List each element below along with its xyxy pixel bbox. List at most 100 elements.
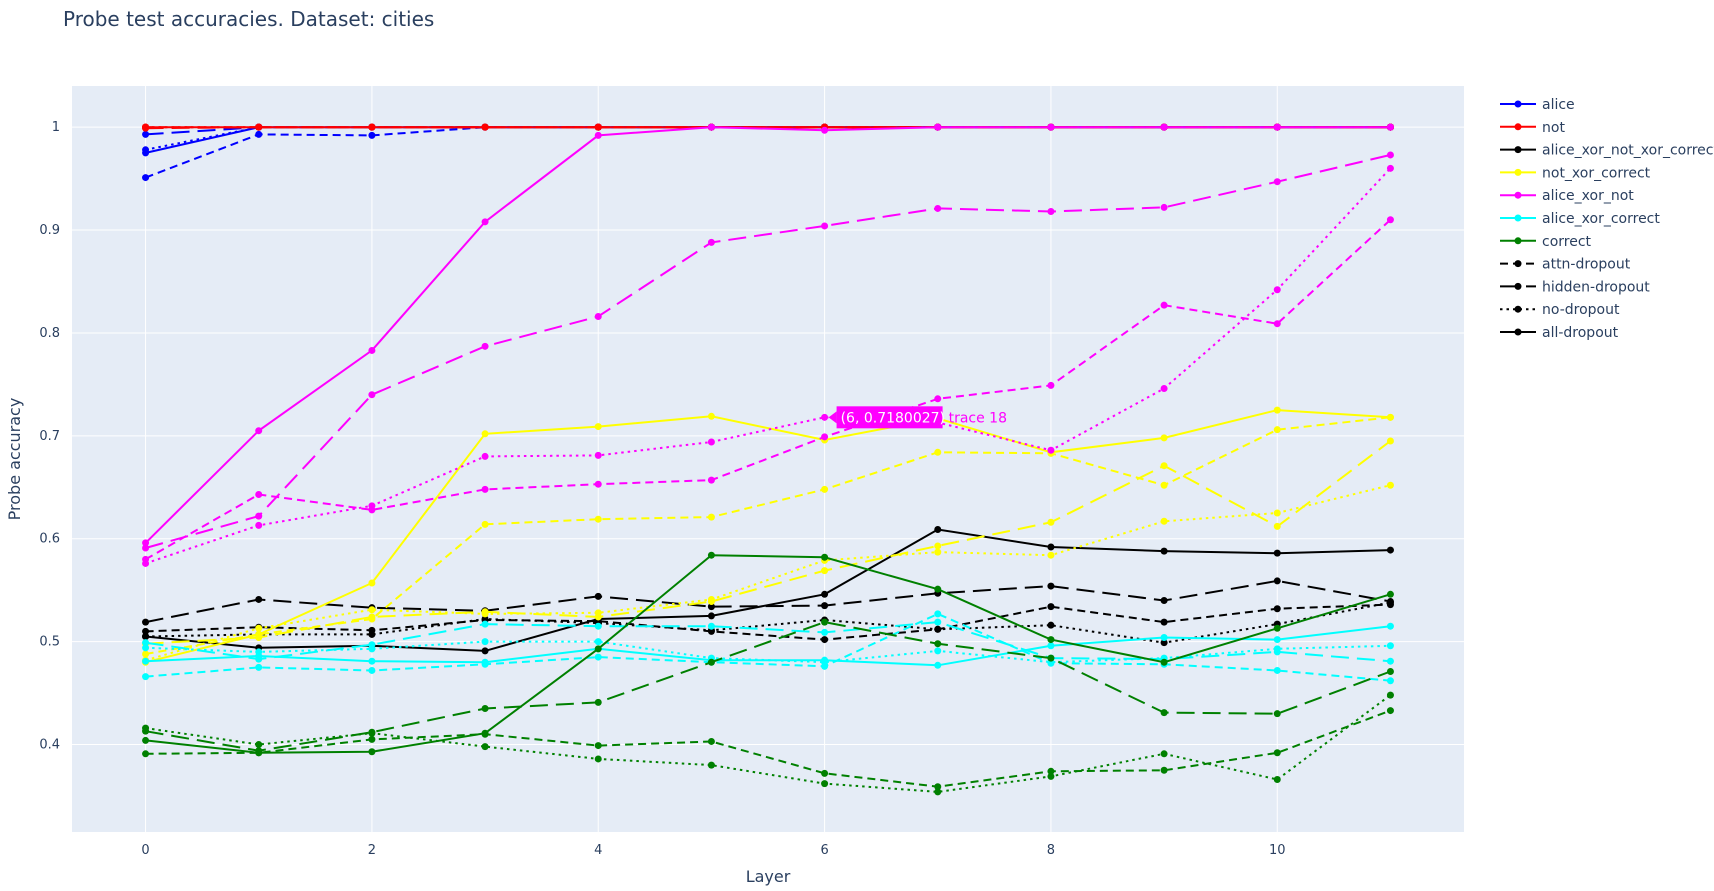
data-point[interactable] [1386,642,1394,650]
data-point[interactable] [142,123,150,131]
data-point[interactable] [594,638,602,646]
data-point[interactable] [368,579,376,587]
data-point[interactable] [934,640,942,648]
data-point[interactable] [594,742,602,750]
data-point[interactable] [1047,772,1055,780]
data-point[interactable] [142,639,150,647]
data-point[interactable] [1273,406,1281,414]
data-point[interactable] [821,126,829,134]
legend-item[interactable]: not [1500,120,1565,136]
data-point[interactable] [1160,385,1168,393]
data-point[interactable] [707,123,715,131]
data-point[interactable] [934,585,942,593]
data-point[interactable] [142,539,150,547]
data-point[interactable] [594,451,602,459]
legend-item[interactable]: no-dropout [1500,302,1620,318]
data-point[interactable] [821,590,829,598]
data-point[interactable] [821,780,829,788]
data-point[interactable] [142,174,150,182]
data-point[interactable] [481,610,489,618]
data-point[interactable] [1160,658,1168,666]
data-point[interactable] [594,123,602,131]
data-point[interactable] [368,391,376,399]
data-point[interactable] [934,618,942,626]
data-point[interactable] [368,502,376,510]
data-point[interactable] [594,755,602,763]
data-point[interactable] [481,485,489,493]
data-point[interactable] [1386,667,1394,675]
data-point[interactable] [142,632,150,640]
series-alice_xor_correct-solid[interactable] [142,622,1394,669]
legend[interactable]: alice not alice_xor_not_xor_correct not_xor… [1500,97,1714,341]
legend-item[interactable]: attn-dropout [1500,257,1631,273]
data-point[interactable] [1273,522,1281,530]
series-lines[interactable] [142,123,1394,796]
legend-item[interactable]: alice_xor_correct [1500,211,1660,227]
series-line[interactable] [145,440,1392,645]
data-point[interactable] [1160,618,1168,626]
data-point[interactable] [481,430,489,438]
data-point[interactable] [481,705,489,713]
data-point[interactable] [934,548,942,556]
data-point[interactable] [1273,178,1281,186]
series-alice_xor_not-dash[interactable] [142,216,1394,563]
series-line[interactable] [145,416,1391,655]
data-point[interactable] [821,656,829,664]
data-point[interactable] [1047,208,1055,216]
data-point[interactable] [481,620,489,628]
data-point[interactable] [594,645,602,653]
data-point[interactable] [1160,639,1168,647]
data-point[interactable] [1273,749,1281,757]
data-point[interactable] [934,783,942,791]
data-point[interactable] [255,652,263,660]
data-point[interactable] [594,131,602,139]
data-point[interactable] [934,542,942,550]
data-point[interactable] [707,658,715,666]
data-point[interactable] [368,613,376,621]
data-point[interactable] [255,130,263,138]
data-point[interactable] [255,741,263,749]
data-point[interactable] [821,769,829,777]
data-point[interactable] [594,592,602,600]
data-point[interactable] [1386,123,1394,131]
data-point[interactable] [1386,657,1394,665]
data-point[interactable] [1160,203,1168,211]
data-point[interactable] [821,433,829,441]
series-line[interactable] [145,694,1391,793]
data-point[interactable] [255,123,263,131]
data-point[interactable] [1386,481,1394,489]
data-point[interactable] [255,624,263,632]
data-point[interactable] [1047,654,1055,662]
data-point[interactable] [368,346,376,354]
series-line[interactable] [145,153,1391,549]
data-point[interactable] [934,395,942,403]
series-line[interactable] [144,126,1391,544]
data-point[interactable] [707,438,715,446]
legend-item[interactable]: correct [1500,234,1592,250]
data-point[interactable] [934,625,942,633]
data-point[interactable] [821,628,829,636]
data-point[interactable] [1273,577,1281,585]
series-correct-dot[interactable] [142,691,1394,796]
data-point[interactable] [1273,123,1281,131]
legend-item[interactable]: alice [1500,97,1575,113]
legend-item[interactable]: alice_xor_not [1500,188,1634,204]
data-point[interactable] [142,149,150,157]
data-point[interactable] [1273,605,1281,613]
data-point[interactable] [142,644,150,652]
data-point[interactable] [1273,710,1281,718]
data-point[interactable] [481,729,489,737]
data-point[interactable] [1047,582,1055,590]
data-point[interactable] [368,735,376,743]
data-point[interactable] [1047,636,1055,644]
data-point[interactable] [594,622,602,630]
data-point[interactable] [1160,766,1168,774]
data-point[interactable] [821,567,829,575]
data-point[interactable] [1047,767,1055,775]
data-point[interactable] [1386,622,1394,630]
data-point[interactable] [934,448,942,456]
data-point[interactable] [255,595,263,603]
series-line[interactable] [145,621,1391,663]
data-point[interactable] [707,737,715,745]
data-point[interactable] [1273,776,1281,784]
